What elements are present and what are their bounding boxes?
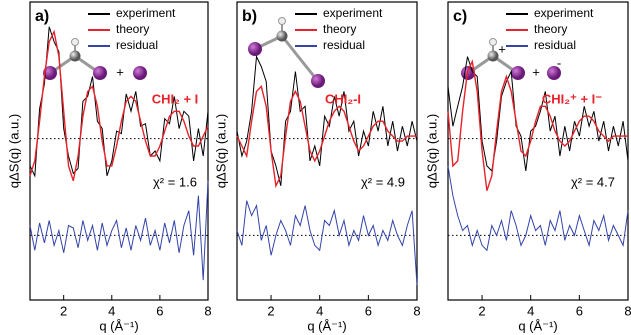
x-tick-label: 4	[108, 303, 115, 318]
x-tick-label: 2	[478, 303, 485, 318]
x-tick-label: 8	[624, 303, 631, 318]
legend-label: residual	[323, 38, 365, 52]
x-tick-label: 8	[413, 303, 420, 318]
molecule-icon	[248, 18, 325, 89]
panel-label: a)	[35, 8, 49, 25]
fit-label: χ² = 4.7	[571, 174, 615, 189]
legend-label: residual	[116, 38, 158, 52]
legend-label: theory	[323, 22, 356, 36]
y-axis-label: qΔS(q) (a.u.)	[6, 114, 21, 188]
molecule-label: -	[557, 55, 561, 70]
legend-label: theory	[116, 22, 149, 36]
annotation: CHI₂-I	[325, 91, 361, 106]
x-tick-label: 8	[204, 303, 211, 318]
data-line	[237, 201, 417, 285]
x-tick-label: 2	[267, 303, 274, 318]
molecule-label: +	[532, 64, 540, 79]
figure: experiment theory residual 2 4 6 8 q (Å⁻¹) qΔS(q…	[0, 0, 631, 335]
panel-label: c)	[453, 8, 467, 25]
x-tick-label: 4	[527, 303, 534, 318]
x-axis-label: q (Å⁻¹)	[307, 318, 346, 333]
y-axis-label: qΔS(q) (a.u.)	[424, 114, 439, 188]
data-line	[30, 181, 208, 280]
data-line	[237, 57, 417, 186]
legend-label: theory	[534, 22, 567, 36]
legend-label: experiment	[323, 6, 383, 20]
legend-label: experiment	[116, 6, 176, 20]
molecule-label: +	[116, 64, 124, 79]
panel-label: b)	[242, 8, 257, 25]
legend-label: experiment	[534, 6, 594, 20]
x-tick-label: 4	[316, 303, 323, 318]
x-tick-label: 6	[365, 303, 372, 318]
x-tick-label: 6	[576, 303, 583, 318]
fit-label: χ² = 1.6	[153, 174, 197, 189]
legend-label: residual	[534, 38, 576, 52]
annotation: CHI₂⁺ + I⁻	[542, 91, 602, 106]
data-line	[448, 62, 628, 191]
annotation: CHI₂ + I	[152, 91, 199, 106]
x-axis-label: q (Å⁻¹)	[99, 318, 138, 333]
fit-label: χ² = 4.9	[361, 174, 405, 189]
molecule-label: +	[498, 41, 506, 56]
x-tick-label: 6	[156, 303, 163, 318]
x-axis-label: q (Å⁻¹)	[518, 318, 557, 333]
x-tick-label: 2	[60, 303, 67, 318]
y-axis-label: qΔS(q) (a.u.)	[213, 114, 228, 188]
